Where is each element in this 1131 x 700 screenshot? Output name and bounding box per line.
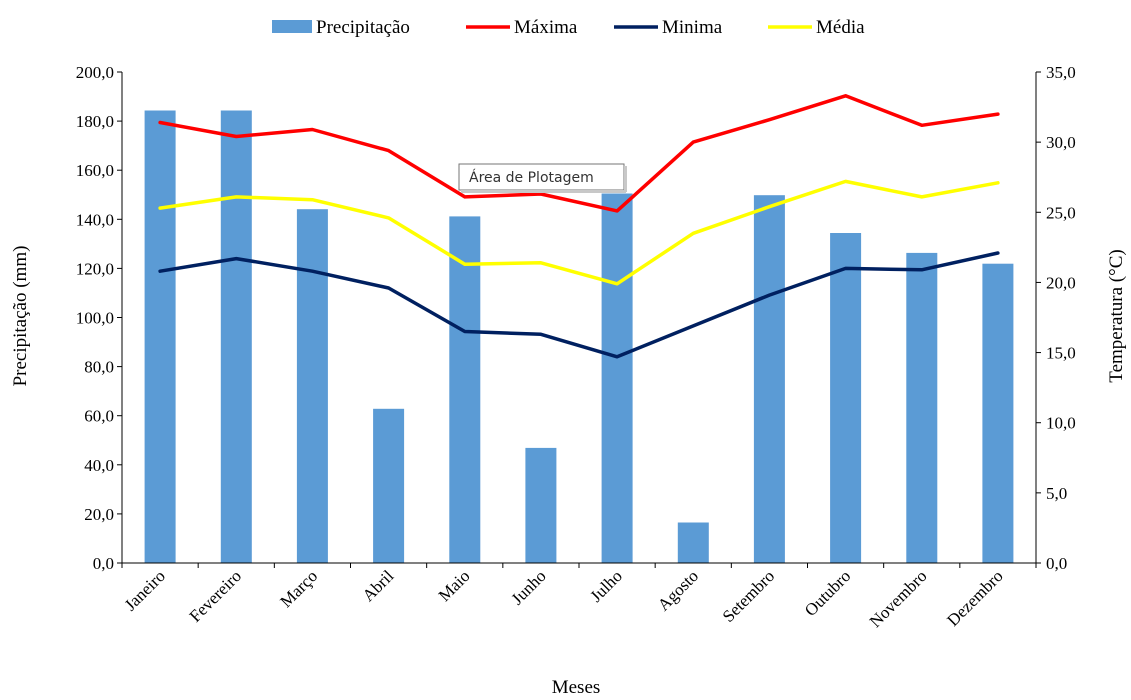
y2-axis-title: Temperatura (°C) xyxy=(1106,249,1127,382)
y-tick-label: 40,0 xyxy=(84,456,114,475)
x-tick-label: Janeiro xyxy=(121,566,169,614)
line-média[interactable] xyxy=(158,179,1000,286)
x-tick-label: Outubro xyxy=(801,566,855,620)
y-tick-label: 200,0 xyxy=(76,63,114,82)
x-axis-title: Meses xyxy=(552,677,601,698)
y-tick-label: 120,0 xyxy=(76,259,114,278)
x-tick-label: Novembro xyxy=(866,566,931,631)
legend: Precipitação Máxima Minima Média xyxy=(272,17,865,38)
bar-agosto[interactable] xyxy=(677,522,709,564)
y2-tick-label: 25,0 xyxy=(1046,203,1076,222)
x-tick-label: Fevereiro xyxy=(186,566,245,625)
x-tick-label: Julho xyxy=(586,566,625,605)
x-tick-label: Setembro xyxy=(719,566,779,626)
bar-fevereiro[interactable] xyxy=(220,110,252,564)
bar-setembro[interactable] xyxy=(753,195,785,563)
bar-abril[interactable] xyxy=(373,408,405,563)
y-tick-label: 20,0 xyxy=(84,505,114,524)
x-tick-label: Maio xyxy=(435,566,474,605)
y-tick-label: 160,0 xyxy=(76,161,114,180)
legend-swatch-precipitação xyxy=(272,20,312,33)
bar-março[interactable] xyxy=(296,209,328,563)
legend-label-precipitação: Precipitação xyxy=(316,17,410,38)
x-tick-label: Dezembro xyxy=(943,566,1007,630)
y2-tick-label: 5,0 xyxy=(1046,484,1067,503)
bar-outubro[interactable] xyxy=(830,233,862,563)
y2-tick-label: 10,0 xyxy=(1046,414,1076,433)
x-tick-label: Agosto xyxy=(654,566,702,614)
y2-tick-label: 35,0 xyxy=(1046,63,1076,82)
x-tick-label: Junho xyxy=(508,566,550,608)
y-tick-label: 80,0 xyxy=(84,358,114,377)
y-tick-label: 180,0 xyxy=(76,112,114,131)
y2-tick-label: 15,0 xyxy=(1046,344,1076,363)
x-tick-label: Abril xyxy=(359,566,398,605)
bar-junho[interactable] xyxy=(525,447,557,563)
legend-label-minima: Minima xyxy=(662,17,723,38)
bar-maio[interactable] xyxy=(449,216,481,563)
plot-area[interactable] xyxy=(144,94,1014,564)
x-tick-label: Março xyxy=(276,566,321,611)
bar-novembro[interactable] xyxy=(906,252,938,563)
y2-tick-label: 0,0 xyxy=(1046,554,1067,573)
y-axis-title: Precipitação (mm) xyxy=(10,246,31,387)
bar-julho[interactable] xyxy=(601,193,633,564)
tooltip-text: Área de Plotagem xyxy=(469,169,594,186)
line-máxima[interactable] xyxy=(158,94,1000,213)
y-tick-label: 140,0 xyxy=(76,210,114,229)
y-tick-label: 60,0 xyxy=(84,407,114,426)
bar-dezembro[interactable] xyxy=(982,263,1014,563)
y-tick-label: 0,0 xyxy=(93,554,114,573)
line-minima[interactable] xyxy=(158,251,1000,359)
bar-janeiro[interactable] xyxy=(144,110,176,564)
plot-area-tooltip: Área de Plotagem xyxy=(458,163,627,193)
legend-label-média: Média xyxy=(816,17,865,38)
y-tick-label: 100,0 xyxy=(76,309,114,328)
y2-tick-label: 30,0 xyxy=(1046,133,1076,152)
y2-tick-label: 20,0 xyxy=(1046,273,1076,292)
legend-label-máxima: Máxima xyxy=(514,17,578,38)
